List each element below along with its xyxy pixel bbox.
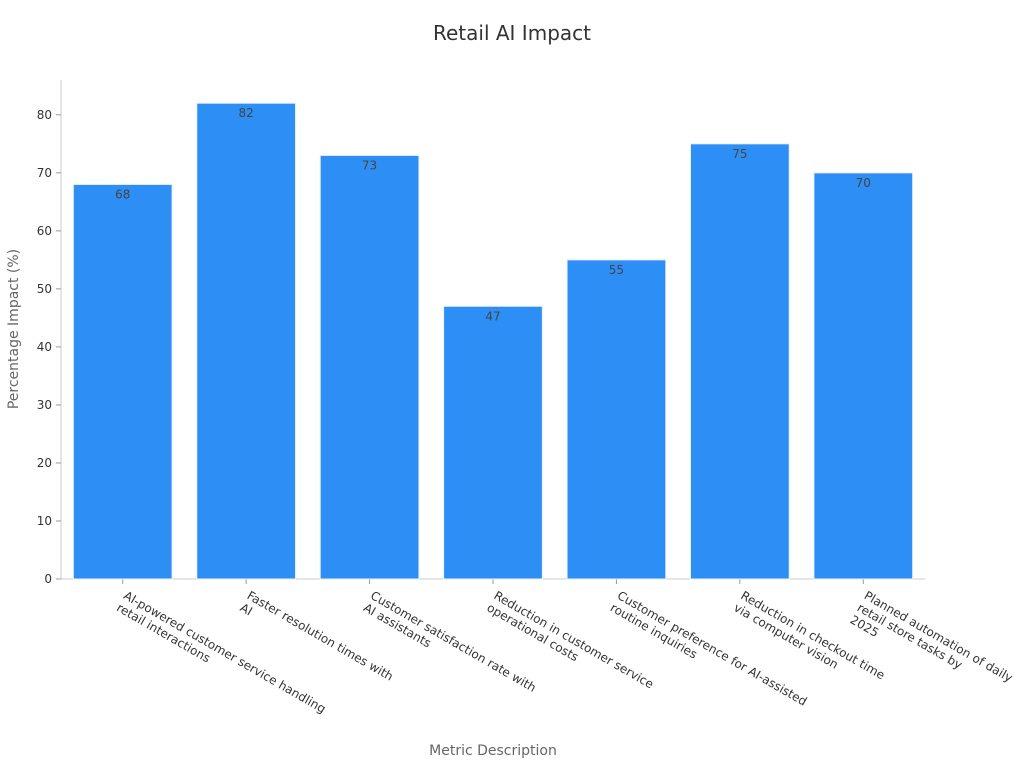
- bar: [72, 183, 173, 580]
- x-tick-label: Planned automation of dailyretail store …: [848, 588, 1015, 709]
- bar: [566, 259, 667, 580]
- data-label: 47: [485, 309, 500, 323]
- chart-title: Retail AI Impact: [433, 21, 591, 45]
- bar: [813, 172, 914, 580]
- y-tick-label: 0: [44, 572, 52, 586]
- bar: [689, 143, 790, 580]
- y-axis: 0 10 20 30 40 50 60 70 80: [37, 80, 62, 586]
- data-labels-group: 68 82 73 47 55 75 70: [115, 106, 871, 323]
- y-tick-label: 30: [37, 398, 52, 412]
- y-tick-label: 20: [37, 456, 52, 470]
- x-tick-label: AI-powered customer service handlingreta…: [114, 588, 328, 728]
- y-tick-label: 70: [37, 166, 52, 180]
- x-tick-label-line: AI-powered customer service handling: [121, 588, 328, 716]
- y-tick-label: 60: [37, 224, 52, 238]
- data-label: 75: [732, 147, 747, 161]
- data-label: 73: [362, 158, 377, 172]
- x-axis: AI-powered customer service handlingreta…: [61, 578, 1015, 728]
- y-tick-label: 40: [37, 340, 52, 354]
- data-label: 82: [239, 106, 254, 120]
- y-tick-label: 10: [37, 514, 52, 528]
- data-label: 68: [115, 187, 130, 201]
- x-tick-label-line: Customer preference for AI-assisted: [615, 588, 809, 708]
- bars-group: [72, 102, 914, 580]
- x-axis-title: Metric Description: [429, 743, 557, 759]
- y-axis-title: Percentage Impact (%): [6, 249, 22, 409]
- bar: [196, 102, 297, 580]
- data-label: 70: [856, 176, 871, 190]
- y-tick-label: 50: [37, 282, 52, 296]
- y-tick-label: 80: [37, 108, 52, 122]
- bar: [319, 154, 420, 580]
- data-label: 55: [609, 263, 624, 277]
- bar: [443, 305, 543, 580]
